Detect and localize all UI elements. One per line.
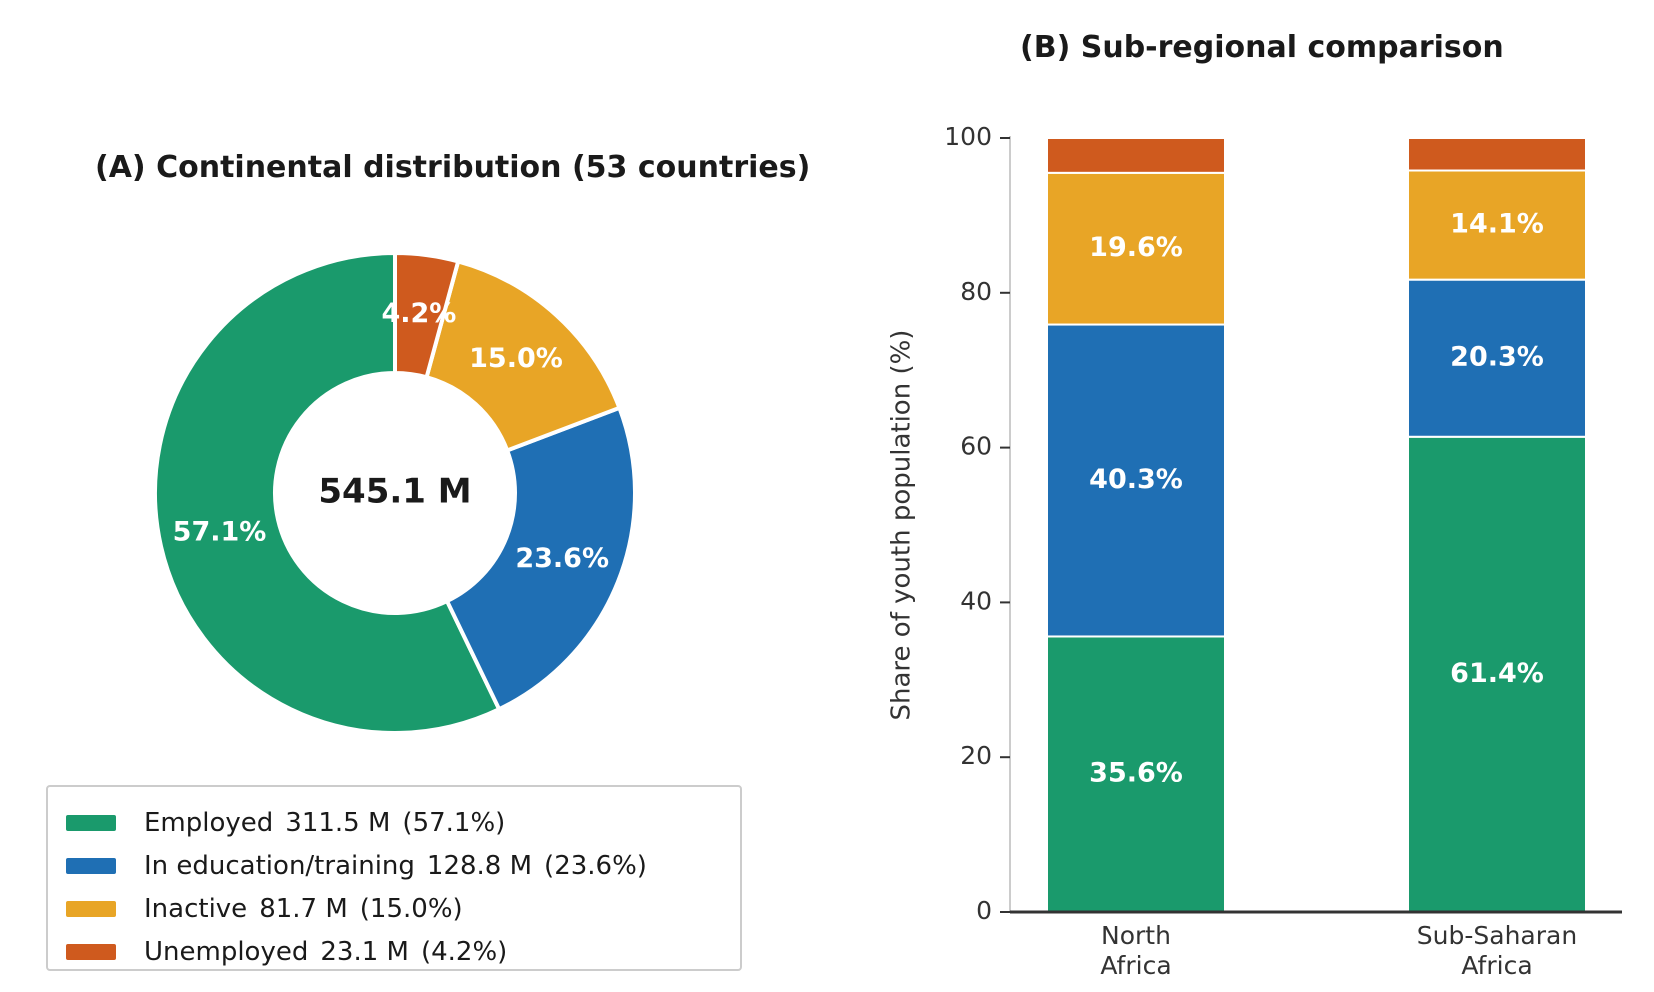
y-tick-label: 20 — [960, 741, 992, 770]
bar-chart-title: (B) Sub-regional comparison — [1020, 30, 1504, 65]
legend-label: Inactive 81.7 M (15.0%) — [144, 893, 463, 924]
bar-value-label: 40.3% — [1089, 464, 1183, 495]
legend-label: Employed 311.5 M (57.1%) — [144, 807, 506, 838]
donut-center-total: 545.1 M — [318, 472, 471, 512]
y-tick-label: 60 — [960, 432, 992, 461]
bar-segment-inactive — [1046, 171, 1226, 326]
legend-swatch — [66, 943, 116, 960]
legend-item-employed: Employed 311.5 M (57.1%) — [66, 801, 740, 844]
donut-chart-title: (A) Continental distribution (53 countri… — [95, 150, 811, 185]
y-tick-label: 100 — [944, 122, 992, 151]
y-tick-label: 40 — [960, 586, 992, 615]
legend-item-inactive: Inactive 81.7 M (15.0%) — [66, 887, 740, 930]
donut-slice-label-in-education-training: 23.6% — [515, 543, 609, 574]
donut-slice-label-inactive: 15.0% — [469, 343, 563, 374]
donut-slice-employed — [153, 250, 502, 735]
legend-label: Unemployed 23.1 M (4.2%) — [144, 936, 508, 967]
donut-slice-label-employed: 57.1% — [173, 517, 267, 548]
legend-label: In education/training 128.8 M (23.6%) — [144, 850, 647, 881]
bar-value-label: 20.3% — [1450, 342, 1544, 373]
y-axis-label: Share of youth population (%) — [887, 330, 917, 721]
donut-slice-inactive — [424, 259, 622, 453]
bar-segment-unemployed — [1407, 137, 1587, 172]
donut-legend: Employed 311.5 M (57.1%) In education/train… — [46, 785, 742, 971]
legend-item-in-education-training: In education/training 128.8 M (23.6%) — [66, 844, 740, 887]
donut-chart: 57.1% 23.6% 15.0% 4.2% 545.1 M — [153, 250, 637, 735]
bar-value-label: 35.6% — [1089, 758, 1183, 789]
bar-segment-unemployed — [1046, 137, 1226, 174]
legend-swatch — [66, 900, 116, 917]
y-tick-label: 0 — [976, 896, 992, 925]
x-tick-label: North Africa — [1100, 921, 1171, 980]
bar-segment-inactive — [1407, 169, 1587, 281]
legend-swatch — [66, 814, 116, 831]
x-tick-label: Sub-Saharan Africa — [1417, 921, 1577, 980]
bar-value-label: 61.4% — [1450, 658, 1544, 689]
legend-item-unemployed: Unemployed 23.1 M (4.2%) — [66, 930, 740, 973]
bar-segment-employed — [1407, 435, 1587, 913]
bar-segment-in-education-training — [1046, 323, 1226, 638]
y-tick-label: 80 — [960, 277, 992, 306]
bar-segment-employed — [1046, 635, 1226, 913]
donut-slice-in-education-training — [444, 405, 637, 712]
bar-segment-in-education-training — [1407, 278, 1587, 438]
bar-value-label: 19.6% — [1089, 232, 1183, 263]
bar-value-label: 14.1% — [1450, 209, 1544, 240]
legend-swatch — [66, 857, 116, 874]
donut-slice-unemployed — [393, 250, 461, 380]
donut-slice-label-unemployed: 4.2% — [381, 298, 456, 329]
